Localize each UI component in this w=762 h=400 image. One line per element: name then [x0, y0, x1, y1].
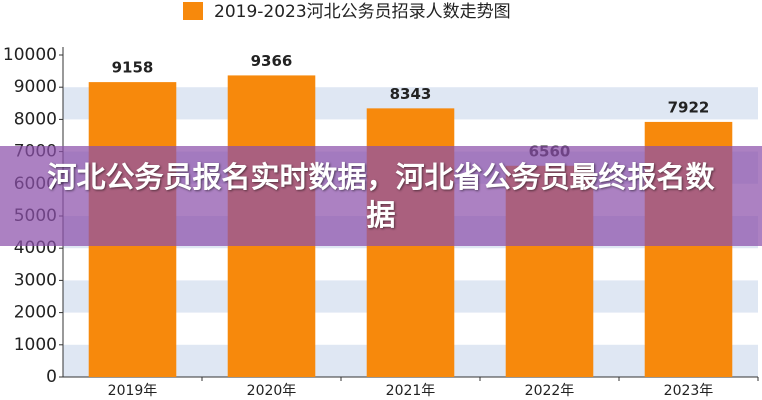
y-tick-label: 0	[46, 367, 57, 387]
value-label: 8343	[390, 85, 432, 103]
y-tick-label: 10000	[3, 45, 57, 65]
y-tick-label: 2000	[14, 303, 57, 323]
x-tick-label: 2023年	[664, 383, 714, 399]
y-tick-label: 3000	[14, 270, 57, 290]
legend-swatch	[183, 2, 203, 20]
x-tick-label: 2021年	[386, 383, 436, 399]
value-label: 9158	[112, 59, 154, 77]
y-tick-label: 1000	[14, 335, 57, 355]
x-tick-label: 2019年	[108, 383, 158, 399]
value-label: 7922	[668, 98, 710, 116]
x-tick-label: 2022年	[525, 383, 575, 399]
overlay-text: 河北公务员报名实时数据，河北省公务员最终报名数据	[47, 160, 715, 232]
legend-label: 2019-2023河北公务员招录人数走势图	[214, 2, 511, 22]
y-tick-label: 8000	[14, 109, 57, 129]
y-tick-label: 9000	[14, 77, 57, 97]
value-label: 9366	[251, 52, 293, 70]
overlay-banner: 河北公务员报名实时数据，河北省公务员最终报名数据	[0, 146, 762, 246]
x-tick-label: 2020年	[247, 383, 297, 399]
